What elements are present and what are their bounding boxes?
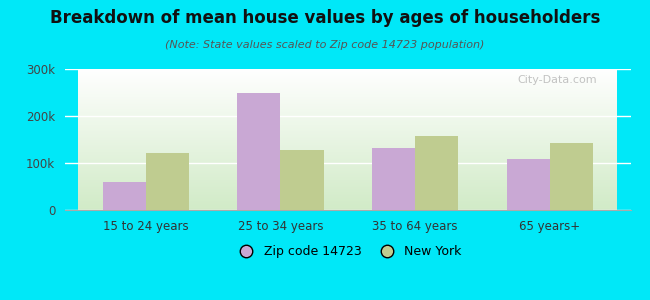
Bar: [237, 92, 280, 210]
Bar: [506, 159, 550, 210]
Legend: Zip code 14723, New York: Zip code 14723, New York: [229, 240, 467, 263]
Text: City-Data.com: City-Data.com: [517, 75, 597, 85]
Bar: [372, 148, 415, 210]
Bar: [415, 136, 458, 210]
Text: (Note: State values scaled to Zip code 14723 population): (Note: State values scaled to Zip code 1…: [165, 40, 485, 50]
Bar: [146, 153, 189, 210]
Bar: [103, 182, 146, 210]
Bar: [280, 150, 324, 210]
Text: Breakdown of mean house values by ages of householders: Breakdown of mean house values by ages o…: [50, 9, 600, 27]
Bar: [550, 143, 593, 210]
